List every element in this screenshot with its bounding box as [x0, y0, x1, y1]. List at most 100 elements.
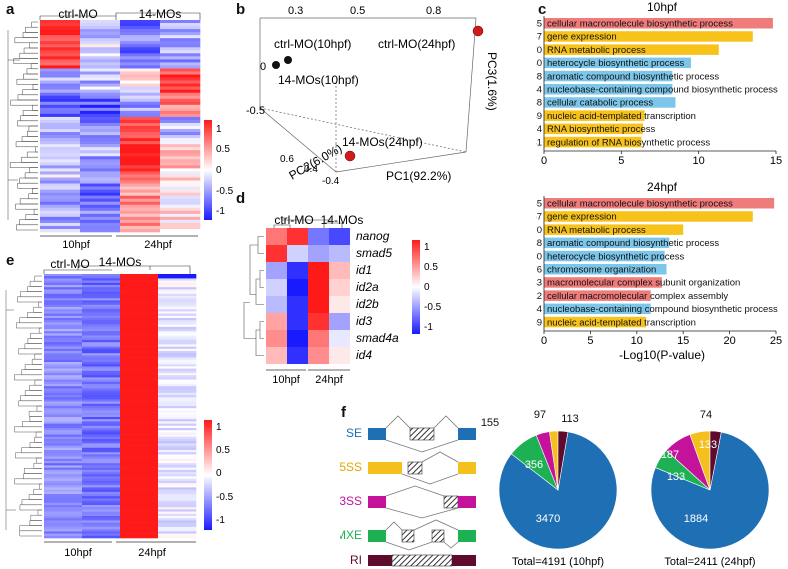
heatmap-a-cell	[160, 153, 201, 157]
dendrogram-branch	[5, 290, 16, 530]
heatmap-e-cell	[82, 527, 121, 530]
heatmap-e-cell	[120, 430, 159, 433]
heatmap-e-cell	[120, 291, 159, 295]
dendrogram-branch	[14, 478, 42, 485]
heatmap-e-cell	[158, 412, 197, 416]
pca-top-tick-3: 0.8	[426, 5, 441, 17]
heatmap-e-cell	[158, 322, 197, 325]
heatmap-d-cb-tick-4: -0.5	[424, 302, 442, 313]
dendrogram-branch	[26, 130, 38, 137]
heatmap-e-cell	[82, 494, 121, 497]
heatmap-a-cell	[80, 101, 121, 106]
heatmap-e-cell	[158, 522, 197, 526]
heatmap-a-cell	[80, 20, 121, 24]
pca-pc1-label: PC1(92.2%)	[386, 169, 451, 183]
heatmap-e-cell	[82, 509, 121, 512]
heatmap-e-cell	[158, 355, 197, 358]
go-10hpf-x-tick-label: 10	[693, 155, 705, 167]
go-24hpf-term-label: gene expression	[547, 212, 617, 223]
dendrogram-branch	[25, 214, 38, 220]
heatmap-a-cell	[40, 216, 81, 221]
pie-10hpf-value-label: 155	[481, 417, 499, 429]
heatmap-e-cell	[82, 397, 121, 400]
heatmap-a-cell	[40, 59, 81, 63]
heatmap-e-cell	[44, 386, 83, 389]
heatmap-e-cell	[82, 531, 121, 534]
heatmap-d-gene-label: id2a	[356, 280, 379, 294]
heatmap-e-cell	[44, 280, 83, 284]
heatmap-e-cell	[158, 408, 197, 411]
heatmap-e-cell	[82, 333, 121, 336]
heatmap-e-cell	[158, 529, 197, 532]
heatmap-a-cell	[160, 222, 201, 227]
dendrogram-branch	[30, 514, 42, 521]
heatmap-e-cell	[120, 423, 159, 427]
dendrogram-branch	[37, 509, 42, 516]
heatmap-a-cell	[160, 207, 201, 212]
heatmap-e-cell	[120, 307, 159, 310]
heatmap-a-cell	[40, 86, 81, 90]
heatmap-a-cell	[80, 92, 121, 97]
heatmap-e-cell	[158, 307, 197, 310]
heatmap-e-cell	[158, 381, 197, 385]
dendrogram-branch	[30, 332, 42, 339]
heatmap-e-cell	[120, 436, 159, 440]
heatmap-e-cell	[82, 368, 121, 372]
heatmap-e-cell	[82, 443, 121, 446]
heatmap-e-cell	[44, 307, 83, 310]
heatmap-e-cell	[44, 529, 83, 532]
heatmap-e-cell	[82, 280, 121, 284]
heatmap-a-cell	[40, 228, 81, 233]
heatmap-e-cell	[120, 507, 159, 510]
go-10hpf-id-label: 0032774	[536, 124, 542, 135]
heatmap-a-cell	[120, 92, 161, 97]
heatmap-a-cell	[160, 77, 201, 81]
heatmap-a-cell	[80, 65, 121, 69]
heatmap-e-cell	[158, 357, 197, 361]
heatmap-a-cell	[120, 129, 161, 133]
heatmap-e-cell	[120, 322, 159, 325]
heatmap-e-cell	[158, 384, 197, 387]
heatmap-a-cell	[40, 38, 81, 42]
dendrogram-branch	[15, 141, 38, 148]
heatmap-e-cell	[120, 348, 159, 352]
heatmap-d-cell	[287, 347, 308, 364]
dendrogram-branch	[22, 89, 38, 96]
heatmap-e-cell	[44, 355, 83, 358]
heatmap-a-cell	[80, 26, 121, 30]
heatmap-a-cell	[160, 204, 201, 209]
heatmap-e-cell	[158, 287, 197, 290]
heatmap-a-cell	[40, 119, 81, 124]
dendrogram-branch	[26, 151, 38, 158]
heatmap-e-cell	[44, 410, 83, 413]
dendrogram-branch	[32, 84, 38, 90]
dendrogram-branch	[255, 321, 264, 356]
heatmap-e-cell	[44, 291, 83, 295]
heatmap-a-cell	[120, 126, 161, 130]
heatmap-d-cell	[329, 228, 350, 245]
heatmap-a-cell	[80, 153, 121, 157]
heatmap-a-cell	[120, 44, 161, 48]
heatmap-e-cell	[82, 458, 121, 462]
heatmap-a-cell	[160, 65, 201, 69]
heatmap-e-cell	[82, 502, 121, 506]
heatmap-e-cell	[120, 524, 159, 528]
heatmap-a-cell	[80, 147, 121, 151]
heatmap-e-cell	[120, 359, 159, 363]
dendrogram-branch	[33, 208, 38, 215]
heatmap-e-cell	[120, 513, 159, 517]
heatmap-e-cell	[82, 516, 121, 519]
heatmap-e-cell	[120, 410, 159, 413]
heatmap-e-cb-tick-3: 0	[216, 468, 222, 479]
heatmap-e-cell	[44, 333, 83, 336]
heatmap-e-cell	[44, 322, 83, 325]
heatmap-e-cell	[44, 388, 83, 391]
dendrogram-branch	[34, 379, 42, 386]
dendrogram-branch	[33, 488, 42, 495]
heatmap-e-cell	[158, 414, 197, 418]
dendrogram-branch	[28, 125, 38, 132]
dendrogram-branch	[28, 193, 38, 200]
heatmap-a-cell	[40, 180, 81, 184]
heatmap-a-cell	[80, 195, 121, 199]
heatmap-a-cell	[160, 168, 201, 172]
